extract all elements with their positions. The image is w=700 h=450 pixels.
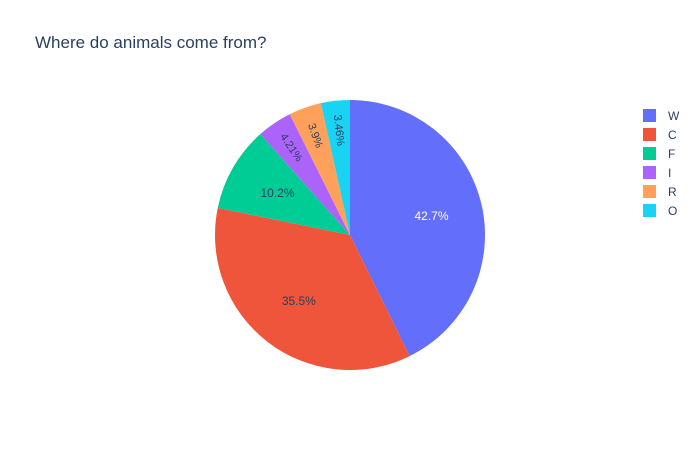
slice-label-o: 3.46% bbox=[331, 114, 346, 147]
pie-slice-c[interactable] bbox=[214, 207, 410, 371]
legend-label: W bbox=[668, 108, 680, 123]
legend-item-o[interactable]: O bbox=[643, 201, 698, 220]
pie-slice-o[interactable] bbox=[320, 100, 350, 235]
pie-slices bbox=[214, 100, 486, 371]
legend-label: F bbox=[668, 146, 676, 161]
pie-slice-r[interactable] bbox=[289, 103, 350, 236]
legend-item-w[interactable]: W bbox=[643, 106, 698, 125]
legend-swatch bbox=[643, 166, 656, 179]
legend-swatch bbox=[643, 128, 656, 141]
slice-label-c: 35.5% bbox=[282, 294, 316, 308]
slice-label-f: 10.2% bbox=[260, 186, 294, 200]
legend-label: C bbox=[668, 127, 677, 142]
pie-slice-i[interactable] bbox=[260, 114, 350, 235]
legend-item-f[interactable]: F bbox=[643, 144, 698, 163]
legend-swatch bbox=[643, 204, 656, 217]
legend-swatch bbox=[643, 147, 656, 160]
legend-label: O bbox=[668, 203, 678, 218]
legend-swatch bbox=[643, 109, 656, 122]
pie-slice-w[interactable] bbox=[350, 100, 486, 357]
legend-swatch bbox=[643, 185, 656, 198]
legend-item-c[interactable]: C bbox=[643, 125, 698, 144]
slice-label-w: 42.7% bbox=[415, 209, 449, 223]
legend-item-r[interactable]: R bbox=[643, 182, 698, 201]
legend-label: I bbox=[668, 165, 672, 180]
pie-slice-f[interactable] bbox=[217, 134, 350, 235]
legend-label: R bbox=[668, 184, 677, 199]
chart-title: Where do animals come from? bbox=[35, 33, 267, 52]
legend-item-i[interactable]: I bbox=[643, 163, 698, 182]
